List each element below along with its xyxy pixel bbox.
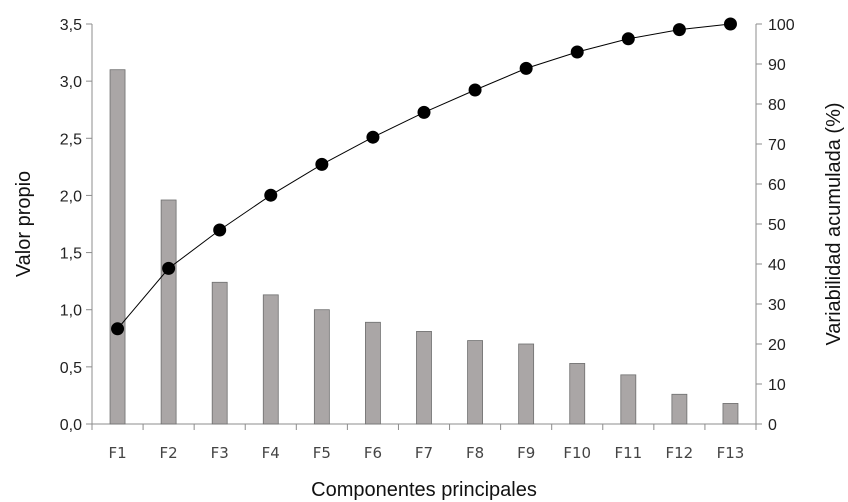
bar-F9: [518, 343, 535, 425]
x-tick-label: F13: [717, 444, 745, 462]
y-tick-label: 1,0: [60, 303, 82, 320]
x-tick-label: F6: [364, 444, 382, 462]
point-F13: [723, 17, 737, 31]
right-axis-ticks: 0 10 20 30 40 50 60 70 80 90 100: [756, 17, 795, 434]
point-F8: [468, 83, 482, 97]
bar-F4: [262, 294, 279, 425]
bar-F6: [365, 321, 381, 425]
bar-F5: [313, 309, 330, 425]
y2-axis-title: Variabilidad acumulada (%): [823, 102, 845, 345]
point-F3: [213, 223, 227, 237]
x-tick-label: F3: [211, 444, 229, 462]
y2-tick-label: 60: [768, 177, 786, 194]
bar-F1: [109, 69, 126, 425]
y2-tick-label: 90: [768, 57, 786, 74]
bar-F10: [569, 363, 586, 425]
point-F11: [621, 32, 635, 46]
y2-tick-label: 40: [768, 257, 786, 274]
bar-F3: [211, 281, 228, 425]
y2-tick-label: 100: [768, 17, 795, 34]
x-tick-label: F2: [160, 444, 178, 462]
point-F2: [162, 261, 176, 275]
cumulative-variability-line: [117, 23, 731, 330]
y2-tick-label: 70: [768, 137, 786, 154]
eigenvalue-bars: [109, 69, 739, 425]
y-tick-label: 3,0: [60, 74, 82, 91]
bar-F2: [160, 199, 177, 425]
left-axis-ticks: 0,0 0,5 1,0 1,5 2,0 2,5 3,0 3,5: [60, 17, 92, 434]
y2-tick-label: 20: [768, 337, 786, 354]
x-tick-label: F10: [563, 444, 591, 462]
x-tick-label: F9: [517, 444, 535, 462]
cumulative-variability-points: [111, 17, 737, 336]
point-F7: [417, 105, 431, 119]
y-tick-label: 2,0: [60, 188, 82, 205]
bar-F7: [416, 331, 432, 425]
x-axis-title: Componentes principales: [311, 479, 537, 501]
y-tick-label: 0,5: [60, 360, 82, 377]
bar-F11: [620, 374, 637, 425]
x-tick-label: F5: [313, 444, 331, 462]
y2-tick-label: 30: [768, 297, 786, 314]
point-F9: [519, 61, 533, 75]
y2-tick-label: 50: [768, 217, 786, 234]
point-F1: [111, 322, 125, 336]
point-F5: [315, 157, 329, 171]
y-tick-label: 1,5: [60, 246, 82, 263]
point-F4: [264, 188, 278, 202]
x-tick-label: F11: [614, 444, 642, 462]
y2-tick-label: 80: [768, 97, 786, 114]
point-F12: [672, 23, 686, 37]
y2-tick-label: 10: [768, 377, 786, 394]
y-tick-label: 0,0: [60, 417, 82, 434]
x-tick-label: F7: [415, 444, 433, 462]
x-tick-label: F1: [108, 444, 126, 462]
x-axis-ticks: F1 F2 F3 F4 F5 F6 F7 F8 F9 F10 F11 F12 F13: [91, 424, 757, 462]
bar-F13: [722, 403, 739, 425]
y-axis-title: Valor propio: [13, 171, 35, 277]
bar-F8: [467, 340, 483, 425]
x-tick-label: F4: [262, 444, 280, 462]
point-F6: [366, 130, 380, 144]
y-tick-label: 2,5: [60, 131, 82, 148]
y-tick-label: 3,5: [60, 17, 82, 34]
point-F10: [570, 45, 584, 59]
bar-F12: [671, 393, 688, 425]
y2-tick-label: 0: [768, 417, 777, 434]
x-tick-label: F12: [666, 444, 694, 462]
x-tick-label: F8: [466, 444, 484, 462]
